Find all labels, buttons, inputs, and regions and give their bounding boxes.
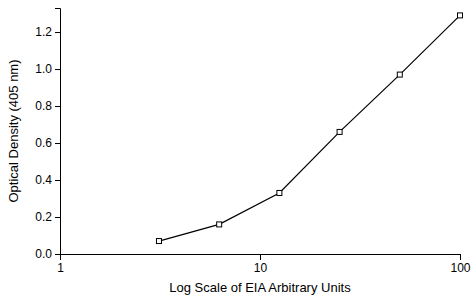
series xyxy=(156,13,462,244)
y-tick-mark xyxy=(55,106,60,107)
y-tick: 1.2 xyxy=(35,25,60,39)
y-tick-label: 1.0 xyxy=(35,62,52,76)
y-tick: 0.0 xyxy=(35,247,60,261)
y-tick-mark xyxy=(55,180,60,181)
y-tick: 1.0 xyxy=(35,62,60,76)
x-axis-line xyxy=(61,255,461,261)
y-tick-label: 0.0 xyxy=(35,247,52,261)
y-tick-label: 1.2 xyxy=(35,25,52,39)
x-tick: 100 xyxy=(450,254,470,275)
x-tick-label: 10 xyxy=(254,261,268,275)
y-tick: 0.2 xyxy=(35,210,60,224)
y-tick: 0.8 xyxy=(35,99,60,113)
y-tick-label: 0.6 xyxy=(35,136,52,150)
marker xyxy=(156,239,161,244)
x-tick-mark xyxy=(460,254,461,260)
x-tick: 10 xyxy=(254,254,268,275)
y-tick-label: 0.4 xyxy=(35,173,52,187)
y-tick-mark xyxy=(55,254,60,255)
y-tick-mark xyxy=(55,143,60,144)
marker xyxy=(397,72,402,77)
marker xyxy=(337,129,342,134)
marker xyxy=(277,190,282,195)
y-tick-mark xyxy=(55,217,60,218)
x-axis-title: Log Scale of EIA Arbitrary Units xyxy=(169,280,351,295)
marker xyxy=(217,222,222,227)
y-axis-line xyxy=(55,9,61,255)
y-tick: 0.6 xyxy=(35,136,60,150)
line xyxy=(159,15,460,241)
y-axis-title: Optical Density (405 nm) xyxy=(6,59,21,202)
x-tick-label: 100 xyxy=(450,261,470,275)
x-tick-label: 1 xyxy=(57,261,64,275)
chart: 1 10 100 0.0 0.2 0.4 0.6 0.8 1.0 1.2 Log Scale of … xyxy=(0,0,474,300)
y-axis: 0.0 0.2 0.4 0.6 0.8 1.0 1.2 xyxy=(35,9,60,262)
x-tick: 1 xyxy=(57,254,64,275)
marker xyxy=(458,13,463,18)
x-tick-mark xyxy=(260,254,261,260)
y-tick: 0.4 xyxy=(35,173,60,187)
y-tick-mark xyxy=(55,32,60,33)
y-tick-label: 0.8 xyxy=(35,99,52,113)
y-tick-label: 0.2 xyxy=(35,210,52,224)
plot-area: 1 10 100 0.0 0.2 0.4 0.6 0.8 1.0 1.2 xyxy=(35,9,471,275)
y-tick-mark xyxy=(55,69,60,70)
x-axis: 1 10 100 xyxy=(57,254,471,275)
